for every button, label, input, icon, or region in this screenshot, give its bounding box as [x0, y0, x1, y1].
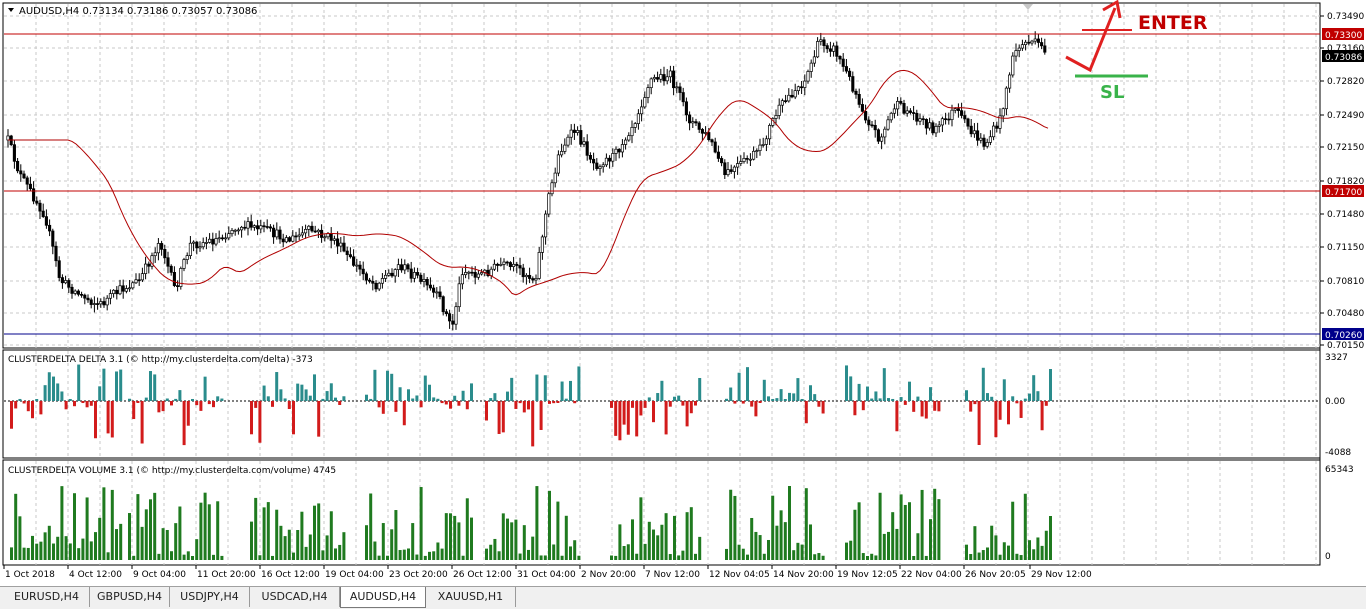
level-top-tag: 0.73300 [1322, 28, 1364, 41]
price-tick-label: 0.71150 [1327, 243, 1364, 253]
symbol-tab-bar: EURUSD,H4 GBPUSD,H4 USDJPY,H4 USDCAD,H4 AUDU… [0, 586, 1366, 609]
symbol-tab[interactable]: GBPUSD,H4 [90, 587, 170, 607]
chart-title: AUDUSD,H4 0.73134 0.73186 0.73057 0.7308… [19, 6, 257, 17]
time-tick-label: 7 Nov 12:00 [645, 570, 700, 580]
price-tick-label: 0.71480 [1327, 210, 1364, 220]
time-tick-label: 16 Oct 12:00 [261, 570, 320, 580]
time-tick-label: 12 Nov 04:05 [709, 570, 770, 580]
symbol-tab[interactable]: XAUUSD,H1 [426, 587, 516, 607]
svg-text:0.70260: 0.70260 [1325, 331, 1362, 341]
symbol-tab[interactable]: USDCAD,H4 [250, 587, 340, 607]
symbol-tab[interactable]: AUDUSD,H4 [340, 587, 426, 608]
price-tick-label: 0.70150 [1327, 341, 1364, 351]
time-tick-label: 2 Nov 20:00 [581, 570, 636, 580]
level-bottom-tag: 0.70260 [1322, 328, 1364, 341]
time-tick-label: 4 Oct 12:00 [69, 570, 122, 580]
time-tick-label: 26 Nov 20:05 [965, 570, 1026, 580]
delta-axis: 3327 0.00 -4088 [1325, 353, 1351, 458]
time-axis: 1 Oct 2018 4 Oct 12:00 9 Oct 04:00 11 Oct 2… [3, 565, 1092, 580]
delta-tick-label: 3327 [1325, 353, 1348, 363]
delta-title: CLUSTERDELTA DELTA 3.1 (© http://my.clus… [8, 355, 313, 365]
price-tick-label: 0.73160 [1327, 44, 1364, 54]
price-tick-label: 0.72490 [1327, 111, 1364, 121]
svg-text:0.73300: 0.73300 [1325, 31, 1362, 41]
symbol-tab[interactable]: USDJPY,H4 [170, 587, 250, 607]
level-mid-tag: 0.71700 [1322, 185, 1364, 198]
enter-arrow-icon [1065, 0, 1132, 73]
time-tick-label: 9 Oct 04:00 [133, 570, 186, 580]
volume-tick-label: 0 [1325, 552, 1331, 562]
price-tick-label: 0.73490 [1327, 12, 1364, 22]
current-price-tag: 0.73086 [1322, 50, 1364, 63]
chart-shift-icon[interactable] [1023, 4, 1033, 10]
time-tick-label: 19 Oct 04:00 [325, 570, 384, 580]
price-tick-label: 0.72150 [1327, 143, 1364, 153]
delta-histogram [10, 364, 1052, 447]
price-axis: 0.73490 0.73160 0.72820 0.72490 0.72150 0.718… [1320, 12, 1364, 351]
delta-tick-label: -4088 [1325, 448, 1351, 458]
time-tick-label: 19 Nov 12:05 [837, 570, 898, 580]
price-tick-label: 0.71820 [1327, 177, 1364, 187]
time-tick-label: 14 Nov 20:00 [773, 570, 834, 580]
volume-axis: 65343 0 [1325, 465, 1354, 562]
delta-tick-label: 0.00 [1325, 397, 1345, 407]
time-tick-label: 11 Oct 20:00 [197, 570, 256, 580]
enter-label: ENTER [1138, 12, 1208, 34]
time-tick-label: 31 Oct 04:00 [517, 570, 576, 580]
trading-chart[interactable]: ENTER SL AUDUSD,H4 0.73134 0.73186 0.730… [0, 0, 1366, 586]
time-tick-label: 1 Oct 2018 [5, 570, 55, 580]
price-tick-label: 0.70810 [1327, 277, 1364, 287]
time-tick-label: 29 Nov 12:00 [1031, 570, 1092, 580]
symbol-tab[interactable]: EURUSD,H4 [4, 587, 90, 607]
time-tick-label: 23 Oct 20:00 [389, 570, 448, 580]
volume-histogram [10, 486, 1052, 560]
moving-average-line [8, 69, 1049, 296]
time-tick-label: 22 Nov 04:00 [901, 570, 962, 580]
svg-text:0.73086: 0.73086 [1325, 53, 1362, 63]
time-tick-label: 26 Oct 12:00 [453, 570, 512, 580]
volume-title: CLUSTERDELTA VOLUME 3.1 (© http://my.clu… [8, 466, 336, 476]
svg-text:0.71700: 0.71700 [1325, 188, 1362, 198]
dropdown-icon[interactable] [8, 8, 14, 12]
sl-label: SL [1100, 82, 1124, 103]
price-tick-label: 0.72820 [1327, 77, 1364, 87]
price-tick-label: 0.70480 [1327, 309, 1364, 319]
volume-tick-label: 65343 [1325, 465, 1354, 475]
price-candles [6, 31, 1047, 331]
